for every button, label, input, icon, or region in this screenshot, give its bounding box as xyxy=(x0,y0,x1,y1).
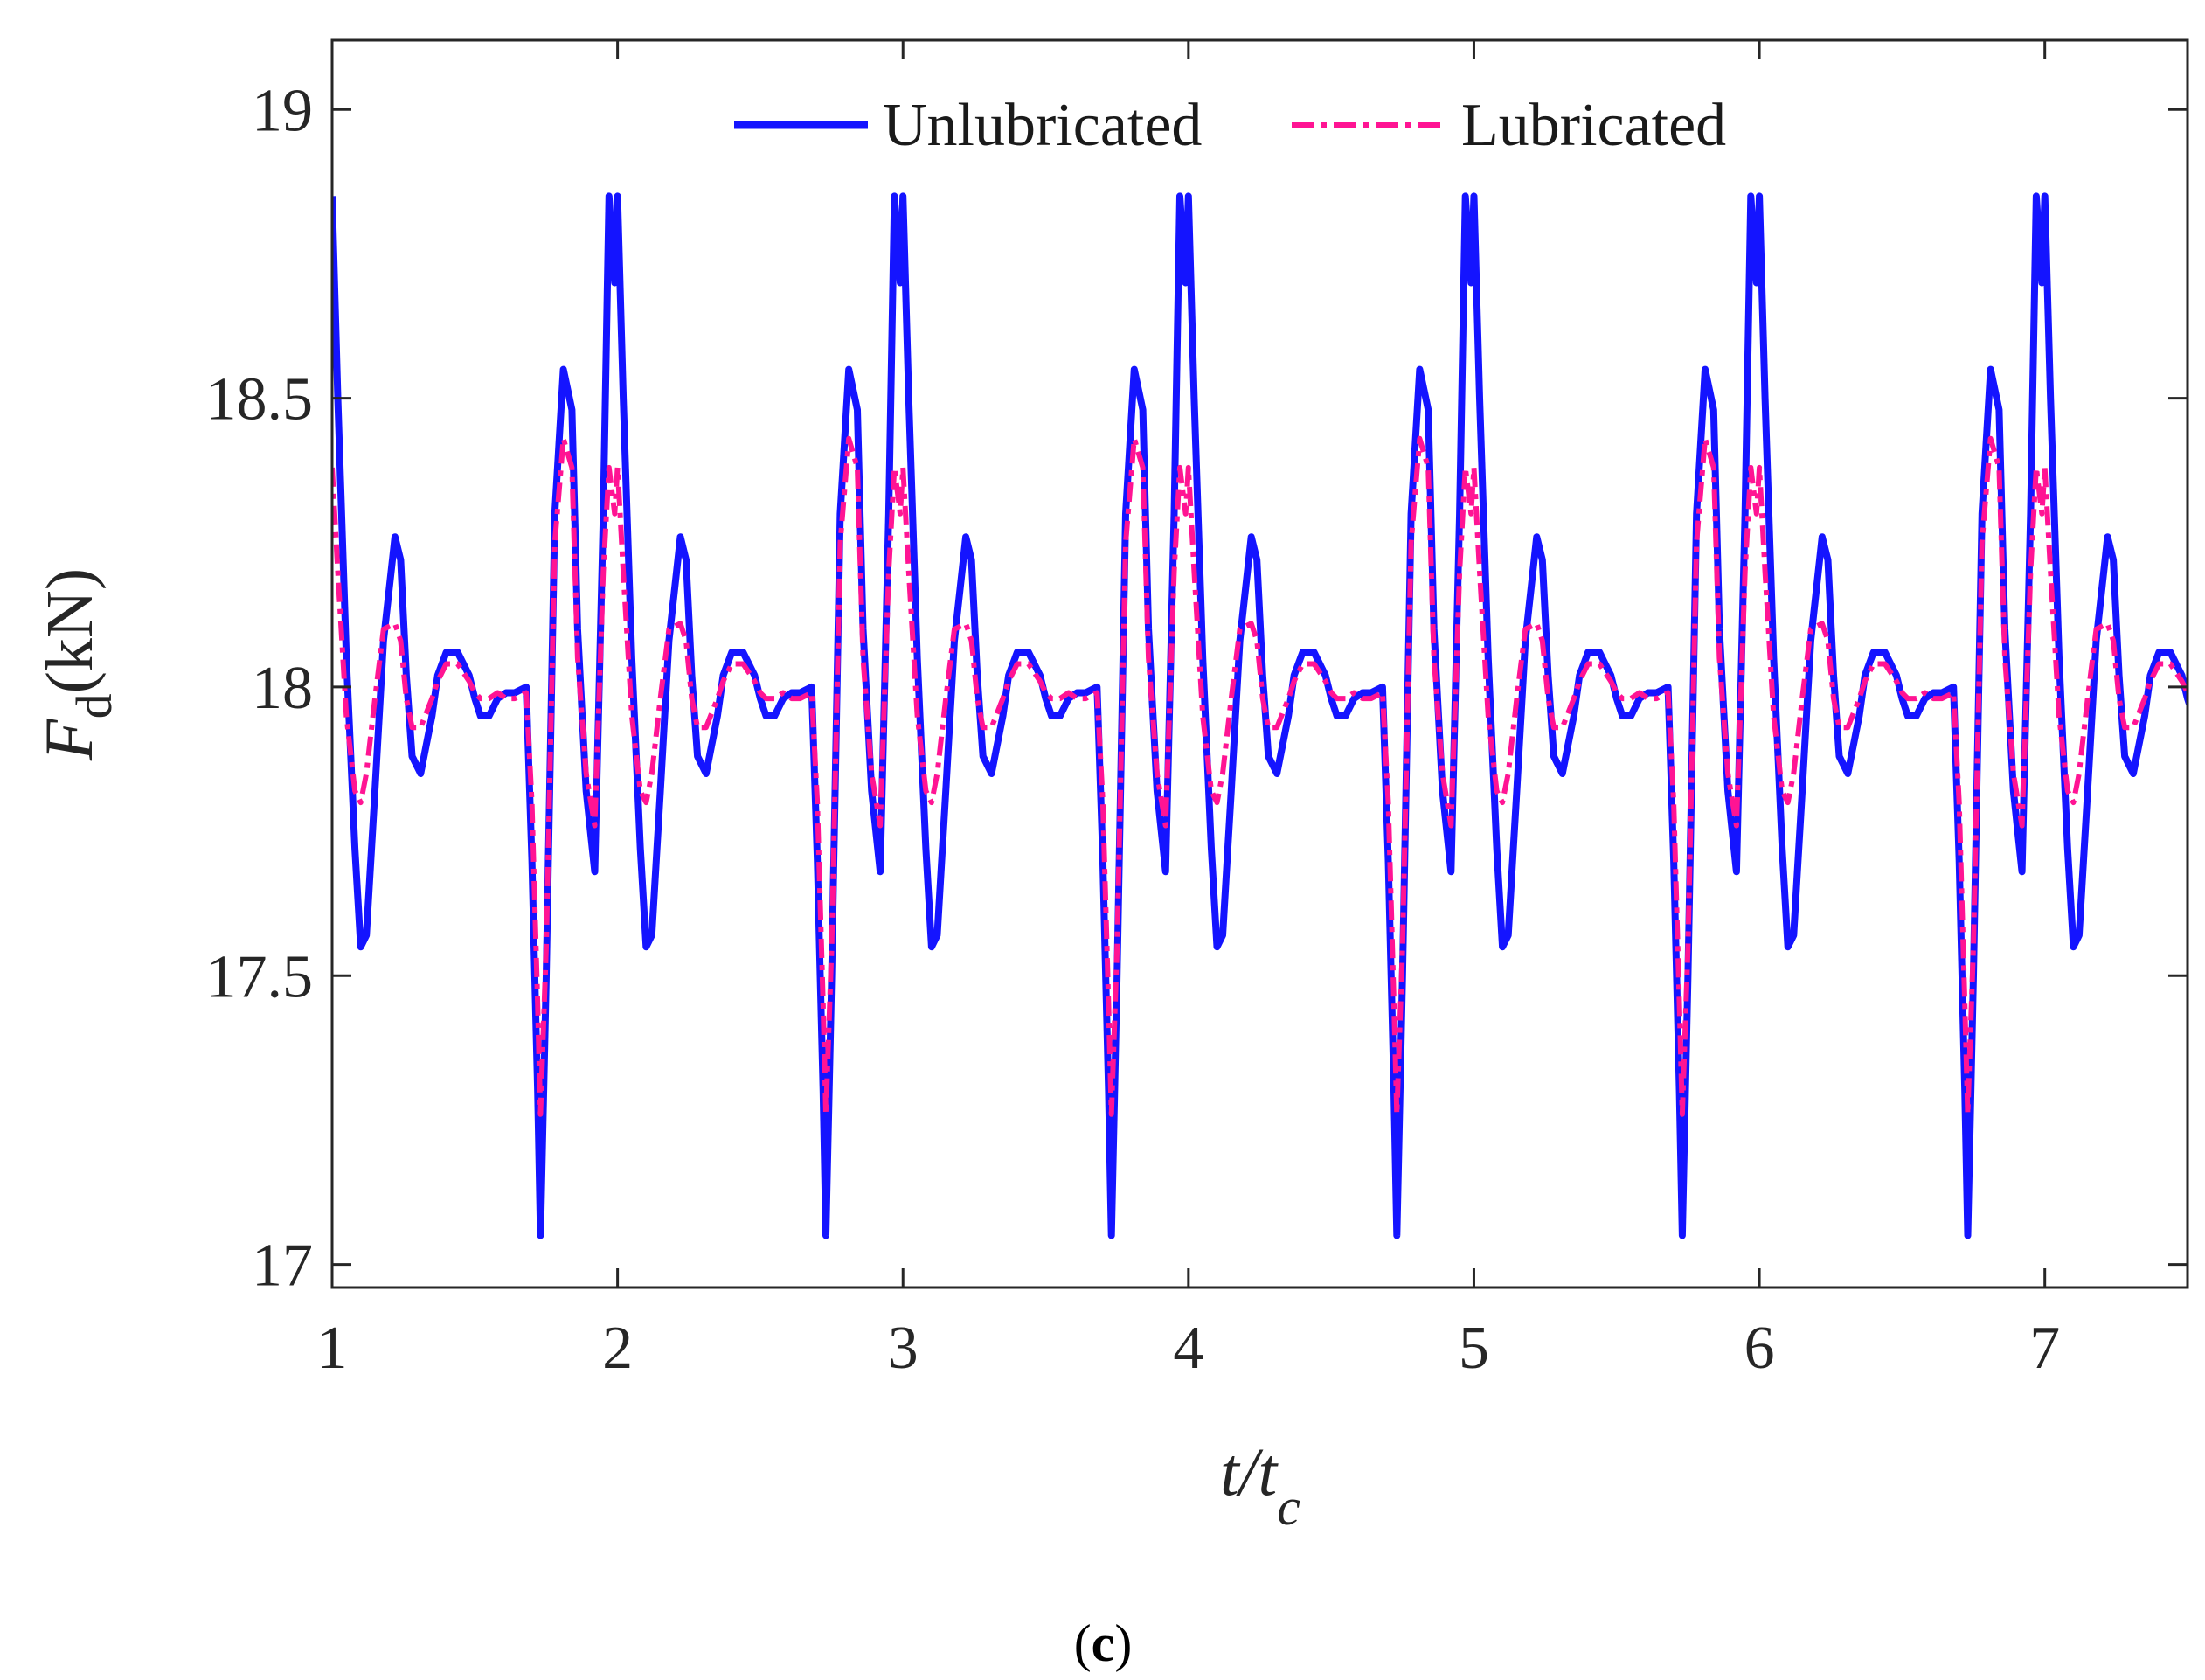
y-tick-label: 17 xyxy=(252,1232,313,1300)
y-axis-label-unit: (kN) xyxy=(33,568,107,694)
y-tick-label: 19 xyxy=(252,77,313,144)
svg-text:Fd(kN): Fd(kN) xyxy=(31,568,122,761)
plot-frame xyxy=(330,38,2189,1289)
caption-open: ( xyxy=(1074,1614,1092,1672)
legend: Unlubricated Lubricated xyxy=(734,92,1726,159)
x-tick-label: 3 xyxy=(888,1315,919,1382)
ticks-group: 1 2 3 4 5 6 7 17 17.5 18 18.5 19 xyxy=(206,40,2188,1382)
y-tick-label: 18 xyxy=(252,655,313,722)
y-tick-label: 17.5 xyxy=(206,943,314,1010)
x-tick-label: 4 xyxy=(1173,1315,1203,1382)
legend-label-lubricated: Lubricated xyxy=(1461,92,1726,159)
x-tick-label: 7 xyxy=(2029,1315,2060,1382)
x-tick-label: 1 xyxy=(317,1315,348,1382)
x-tick-label: 2 xyxy=(602,1315,633,1382)
x-axis-label: t/tc xyxy=(1220,1434,1300,1536)
svg-text:t/tc: t/tc xyxy=(1220,1434,1300,1536)
x-axis-label-main: t/t xyxy=(1220,1434,1279,1510)
caption-letter: c xyxy=(1092,1614,1115,1672)
y-axis-label-sub: d xyxy=(66,693,122,719)
x-axis-label-sub: c xyxy=(1277,1478,1300,1536)
legend-label-unlubricated: Unlubricated xyxy=(883,92,1202,159)
x-tick-label: 5 xyxy=(1459,1315,1489,1382)
series-line-unlubricated xyxy=(332,192,2188,1239)
plot-area xyxy=(332,192,2188,1239)
y-axis-label-main: F xyxy=(31,718,107,761)
figure-caption: (c) xyxy=(1074,1614,1133,1672)
y-axis-label: Fd(kN) xyxy=(31,568,122,761)
x-tick-label: 6 xyxy=(1744,1315,1775,1382)
caption-close: ) xyxy=(1114,1614,1132,1672)
series-group xyxy=(332,192,2188,1239)
y-tick-label: 18.5 xyxy=(206,366,314,434)
